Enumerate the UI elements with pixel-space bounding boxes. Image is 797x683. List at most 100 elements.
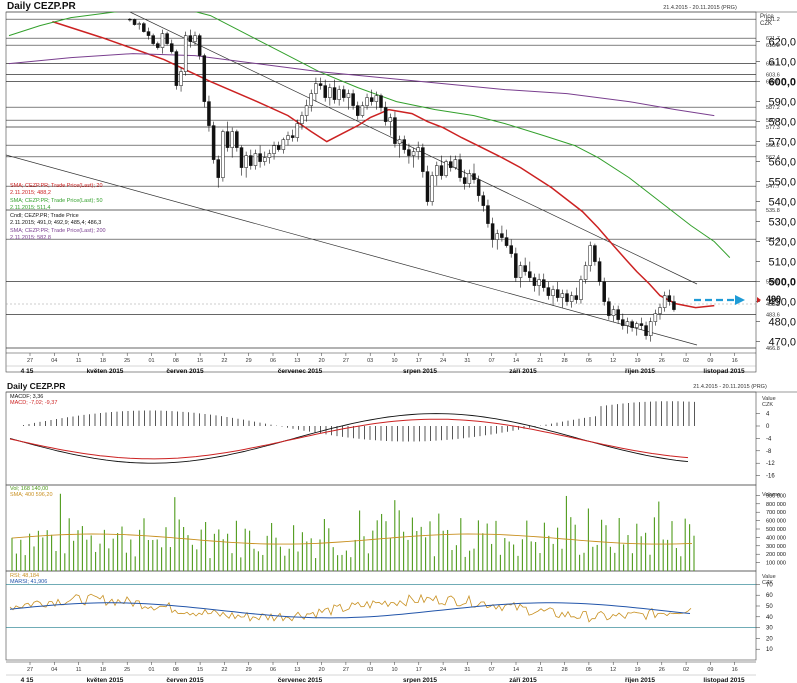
month-label: květen 2015 [87,368,124,375]
volume-tick-label: 200 000 [766,552,786,558]
date-tick-label: 02 [683,667,689,673]
candle-body [393,117,397,144]
last-price-marker [757,297,761,303]
macd-tick-label: 4 [766,412,770,418]
candle-body [667,295,672,302]
candle-body [128,18,132,21]
sub-legend-entry: SMA; 400 596,20 [10,492,53,498]
price-level-label: 500.0 [766,280,780,286]
candle-body [658,307,662,314]
date-tick-label: 16 [732,358,738,364]
candle-body [165,33,169,44]
candle-body [476,179,481,196]
volume-tick-label: 100 000 [766,561,786,567]
macd-panel [9,401,695,464]
candle-body [588,245,592,266]
price-tick-label: 520,0 [768,237,796,249]
date-tick-label: 24 [440,667,446,673]
date-tick-label: 22 [221,667,227,673]
candle-body [607,301,611,316]
candle-body [472,173,476,180]
candle-body [388,117,393,122]
moving-averages [8,12,731,309]
rsi-tick-label: 40 [766,615,773,621]
moving-average-line [8,53,715,117]
rsi-axis-title: Value [762,574,776,580]
month-label: červen 2015 [166,368,204,375]
price-level-label: 521.2 [766,237,780,243]
candle-body [504,237,509,246]
candle-body [379,95,383,108]
candlesticks [128,18,676,342]
candle-body [267,153,272,158]
price-tick-label: 600,0 [768,77,796,89]
date-tick-label: 27 [343,358,349,364]
main-legend: SMA; CEZP.PR; Trade Price(Last); 202.11.… [10,183,106,241]
price-level-label: 580.7 [766,118,780,124]
candle-body [197,35,202,56]
date-tick-label: 25 [124,358,130,364]
price-level-label: 466.8 [766,346,780,352]
price-level-label: 547.7 [766,184,780,190]
month-label: říjen 2015 [625,677,655,683]
rsi-tick-label: 70 [766,582,773,588]
legend-entry-name: SMA; CEZP.PR; Trade Price(Last); 50 [10,198,103,204]
rsi-axis-currency: CZK [762,580,773,586]
legend-entry-value: 2.11.2015; 511,4 [10,205,50,211]
date-tick-label: 11 [76,358,82,364]
candle-body [407,149,411,156]
projection-arrow[interactable] [694,295,745,305]
candle-body [272,145,276,154]
date-tick-label: 20 [319,667,325,673]
candle-body [453,159,458,168]
price-tick-label: 480,0 [768,317,796,329]
macd-axis-currency: CZK [762,402,773,408]
rsi-tick-label: 20 [766,636,773,642]
price-tick-label: 540,0 [768,197,796,209]
date-tick-label: 31 [464,667,470,673]
volume-tick-label: 300 000 [766,544,786,550]
candle-body [528,271,532,278]
candle-body [467,173,472,184]
bottom-date-axis: 27 04 11 18 25 01 08 15 22 29 06 13 20 27 03 10 17 24 31 07… [6,661,756,683]
date-tick-label: 05 [586,358,592,364]
macd-date-range: 21.4.2015 - 20.11.2015 (PRG) [693,384,767,390]
macd-tick-label: -4 [766,436,772,442]
volume-axis: 900 000 800 000 700 000 600 000 500 000 400 0… [756,492,786,567]
rsi-tick-label: 30 [766,626,773,632]
rsi-panel [6,584,756,628]
price-level-label: 562.4 [766,155,780,161]
macd-tick-label: 0 [766,424,770,430]
volume-tick-label: 900 000 [766,493,786,499]
legend-entry-name: SMA; CEZP.PR; Trade Price(Last); 20 [10,183,103,189]
candle-body [365,97,369,106]
legend-entry-value: 2.11.2015; 582,8 [10,235,51,241]
candle-body [639,323,644,326]
candle-body [276,145,281,150]
candle-body [490,223,495,240]
candle-body [239,147,244,168]
candle-body [569,295,574,302]
volume-sma-line [11,533,693,545]
candle-body [286,135,290,140]
date-tick-label: 13 [294,358,300,364]
legend-entry-value: 2.11.2015; 488,2 [10,190,51,196]
volume-tick-label: 500 000 [766,527,786,533]
candle-body [425,171,430,202]
candle-body [179,71,183,86]
candle-body [421,147,425,172]
candle-body [332,87,337,100]
month-label: 4 15 [21,677,34,683]
trend-lines [6,12,698,346]
candle-body [174,51,179,86]
date-tick-label: 07 [489,358,495,364]
date-tick-label: 29 [246,667,252,673]
candle-body [625,321,630,326]
candle-body [193,35,197,42]
date-tick-label: 27 [27,667,33,673]
price-axis-title: Price [760,14,774,20]
candle-body [160,33,165,48]
